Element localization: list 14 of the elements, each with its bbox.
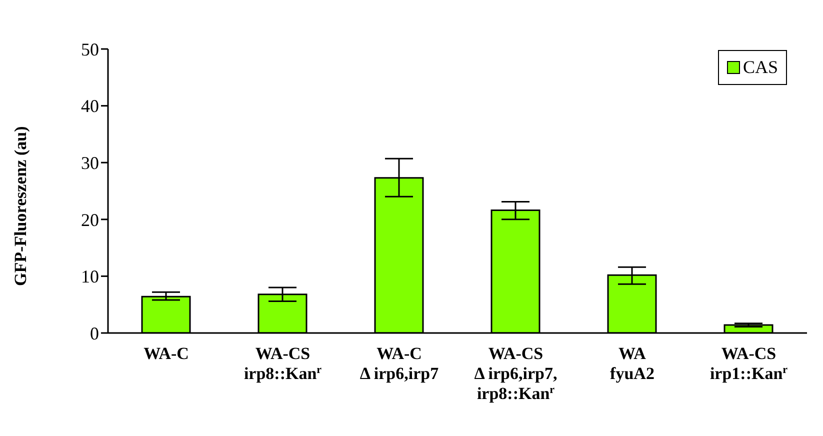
x-tick-label: WA-C Δ irp6,irp7: [360, 344, 440, 383]
x-tick-label: WA-CS irp1::Kan$^{r}$: [710, 344, 788, 383]
x-tick-label: WA-CS irp8::Kan$^{r}$: [244, 344, 322, 383]
x-tick-label: WA-C: [144, 344, 189, 363]
x-tick-label: WA fyuA2: [610, 344, 654, 383]
y-tick-label: 50: [81, 39, 99, 60]
y-tick-label: 40: [81, 96, 99, 116]
y-axis-title: GFP-Fluoreszenz (au): [11, 126, 30, 286]
y-tick-label: 30: [81, 152, 99, 173]
y-tick-label: 10: [81, 266, 99, 287]
x-tick-label: WA-CS Δ irp6,irp7, irp8::Kan$^{r}$: [474, 344, 558, 403]
legend-label: CAS: [742, 57, 778, 78]
y-tick-label: 20: [81, 210, 99, 230]
y-tick-label: 0: [90, 323, 99, 344]
